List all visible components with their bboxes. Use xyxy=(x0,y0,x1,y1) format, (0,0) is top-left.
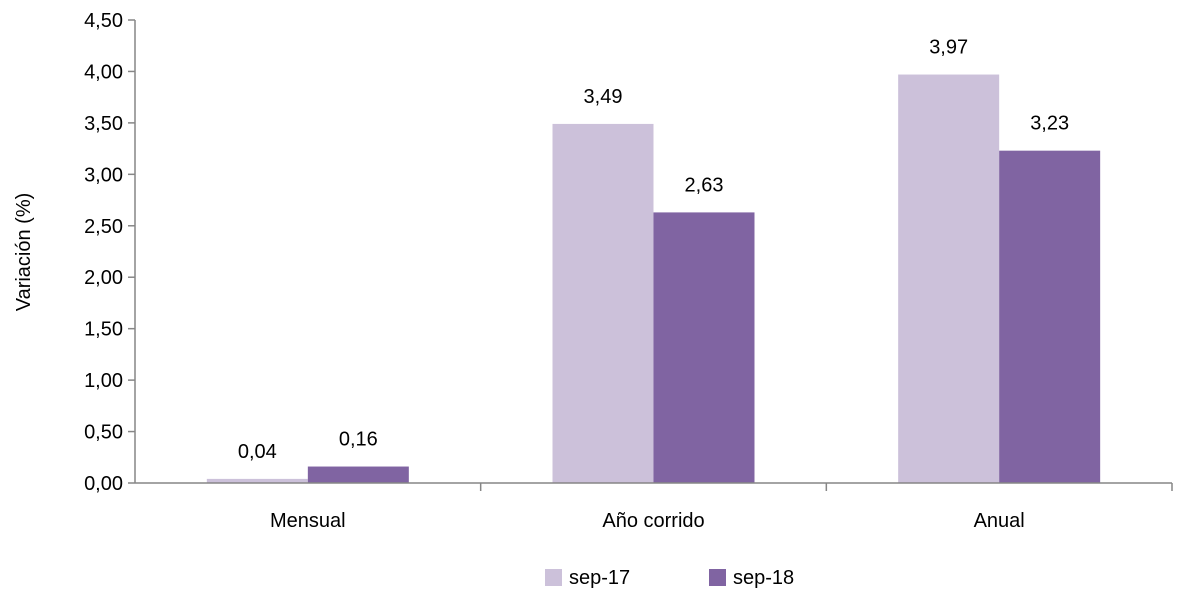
y-tick-label: 3,00 xyxy=(84,164,123,186)
y-axis-title: Variación (%) xyxy=(13,193,35,312)
bar-sep-18-año-corrido xyxy=(653,212,755,483)
legend-swatch-sep-18 xyxy=(709,569,726,586)
legend-label-sep-18: sep-18 xyxy=(733,567,794,589)
bar-sep-17-anual xyxy=(898,74,1000,483)
y-tick-label: 0,50 xyxy=(84,422,123,444)
legend-label-sep-17: sep-17 xyxy=(569,567,630,589)
bars-group xyxy=(206,74,1101,483)
data-label: 3,23 xyxy=(1030,113,1069,135)
data-label: 0,04 xyxy=(238,441,277,463)
y-tick-label: 4,00 xyxy=(84,61,123,83)
data-label: 2,63 xyxy=(685,174,724,196)
data-label: 3,49 xyxy=(584,86,623,108)
data-labels-group: 0,04 0,16 3,49 2,63 3,97 3,23 xyxy=(238,37,1069,463)
y-tick-label: 1,00 xyxy=(84,370,123,392)
x-axis-categories: Mensual Año corrido Anual xyxy=(270,483,1173,532)
legend: sep-17 sep-18 xyxy=(545,567,794,589)
y-tick-label: 2,50 xyxy=(84,216,123,238)
y-tick-label: 1,50 xyxy=(84,319,123,341)
bar-sep-17-año-corrido xyxy=(552,123,654,483)
data-label: 0,16 xyxy=(339,429,378,451)
legend-swatch-sep-17 xyxy=(545,569,562,586)
x-category-label: Anual xyxy=(974,510,1025,532)
x-category-label: Año corrido xyxy=(602,510,704,532)
y-tick-label: 3,50 xyxy=(84,113,123,135)
bar-sep-18-anual xyxy=(999,150,1101,483)
bar-sep-17-mensual xyxy=(206,478,308,483)
x-category-label: Mensual xyxy=(270,510,346,532)
bar-sep-18-mensual xyxy=(307,466,409,483)
y-tick-label: 4,50 xyxy=(84,10,123,32)
data-label: 3,97 xyxy=(929,37,968,59)
y-tick-label: 0,00 xyxy=(84,473,123,495)
y-axis-ticks: 0,00 0,50 1,00 1,50 2,00 2,50 3,00 3,50 4,00 4,50 xyxy=(84,10,135,495)
y-tick-label: 2,00 xyxy=(84,267,123,289)
